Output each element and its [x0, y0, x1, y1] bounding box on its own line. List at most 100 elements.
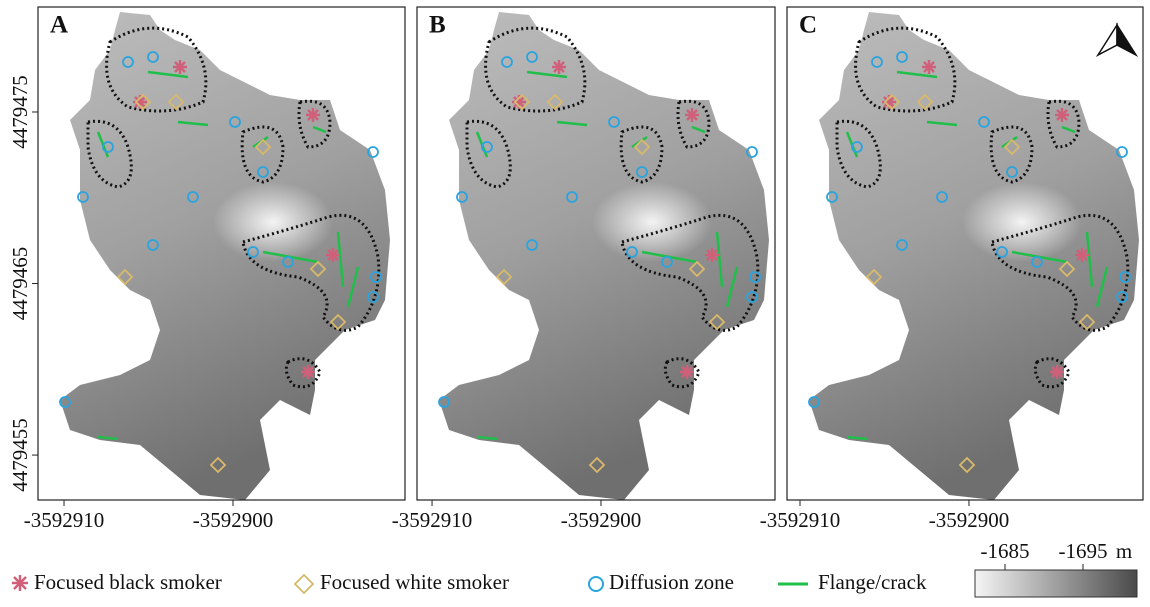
star-ray	[681, 366, 693, 378]
diffusion-zone	[1119, 271, 1131, 283]
diffusion-zone	[808, 396, 820, 408]
y-tick-label: 4479465	[8, 247, 32, 321]
flange-crack	[846, 435, 868, 441]
vent-zone	[465, 119, 512, 189]
x-tick-label: -3592900	[929, 508, 1010, 532]
legend-white-smoker-icon	[293, 573, 315, 595]
diffusion-zone	[456, 191, 468, 203]
flange-crack	[147, 70, 189, 79]
diffusion-zone	[746, 291, 758, 303]
star-ray	[134, 96, 146, 108]
white-smoker	[209, 456, 227, 474]
diffusion-zone	[187, 191, 199, 203]
flange-crack	[725, 266, 739, 308]
black-smoker	[680, 365, 694, 379]
diffusion-zone	[367, 291, 379, 303]
panel-label: A	[50, 12, 68, 39]
terrain	[59, 12, 390, 500]
diffusion-zone	[851, 141, 863, 153]
diffusion-zone	[896, 51, 908, 63]
flange-crack	[97, 435, 119, 441]
legend-label: Flange/crack	[818, 570, 927, 594]
diffusion-zone	[661, 256, 673, 268]
panel-frame	[37, 6, 406, 501]
terrain	[808, 12, 1139, 500]
flange-crack	[476, 435, 498, 441]
x-tick-label: -3592910	[24, 508, 105, 532]
diffusion-zone	[608, 116, 620, 128]
white-smoker	[1078, 313, 1096, 331]
north-arrow-left	[1095, 22, 1118, 57]
diffusion-zone	[978, 116, 990, 128]
black-smoker	[306, 108, 320, 122]
diffusion-zone	[636, 166, 648, 178]
diffusion-zone	[566, 191, 578, 203]
diffusion-zone	[501, 56, 513, 68]
colorbar-label: -1695	[1059, 539, 1108, 563]
legend: Focused black smoker Focused white smoke…	[12, 539, 1138, 598]
black-smoker	[301, 365, 315, 379]
flange-crack	[691, 125, 706, 134]
diffusion-zone	[102, 141, 114, 153]
star-ray	[883, 96, 895, 108]
black-smoker	[1050, 365, 1064, 379]
star-ray	[553, 61, 565, 73]
star-ray	[174, 61, 186, 73]
north-arrow	[1095, 22, 1139, 57]
flange-crack	[1085, 231, 1094, 288]
black-smoker	[173, 60, 187, 74]
diffusion-zone	[370, 271, 382, 283]
vent-zone	[676, 99, 711, 149]
vent-zone	[854, 26, 957, 113]
diffusion-zone	[257, 166, 269, 178]
black-smoker	[1075, 248, 1089, 262]
diffusion-zone	[229, 116, 241, 128]
legend-black-smoker-icon	[12, 575, 28, 591]
flange-crack	[346, 266, 360, 308]
white-smoker	[588, 456, 606, 474]
white-smoker	[116, 268, 134, 286]
legend-label: Focused black smoker	[34, 570, 222, 594]
star-ray	[302, 366, 314, 378]
vent-zone	[284, 357, 322, 389]
panel-frame	[786, 6, 1144, 501]
black-smoker	[326, 248, 340, 262]
white-smoker	[309, 260, 327, 278]
legend-label: Focused white smoker	[320, 570, 509, 594]
flange-crack	[926, 120, 958, 127]
diffusion-zone	[526, 51, 538, 63]
white-smoker	[688, 260, 706, 278]
panel-frame	[416, 6, 776, 501]
diffusion-zone	[1006, 166, 1018, 178]
diffusion-zone	[1116, 146, 1128, 158]
y-tick-label: 4479455	[8, 418, 32, 492]
x-tick-label: -3592910	[392, 508, 473, 532]
flange-crack	[312, 125, 327, 134]
diffusion-zone	[626, 246, 638, 258]
white-smoker	[254, 138, 272, 156]
flange-crack	[177, 120, 209, 127]
star-ray	[307, 109, 319, 121]
flange-crack	[336, 231, 345, 288]
star-ray	[706, 249, 718, 261]
diffusion-zone	[749, 271, 761, 283]
vent-zone	[105, 26, 208, 113]
diffusion-zone	[367, 146, 379, 158]
diffusion-zone	[122, 56, 134, 68]
colorbar	[974, 569, 1138, 598]
black-smoker	[552, 60, 566, 74]
diffusion-zone	[996, 246, 1008, 258]
vent-zone	[86, 119, 133, 189]
star-ray	[513, 96, 525, 108]
diffusion-zone	[147, 239, 159, 251]
panel-label: C	[799, 12, 817, 39]
legend-label: Diffusion zone	[609, 570, 734, 594]
black-smoker	[685, 108, 699, 122]
colorbar-unit: m	[1116, 539, 1132, 563]
diffusion-zone	[147, 51, 159, 63]
x-tick-label: -3592900	[193, 508, 274, 532]
diffusion-zone	[526, 239, 538, 251]
white-smoker	[865, 268, 883, 286]
diffusion-zone	[481, 141, 493, 153]
